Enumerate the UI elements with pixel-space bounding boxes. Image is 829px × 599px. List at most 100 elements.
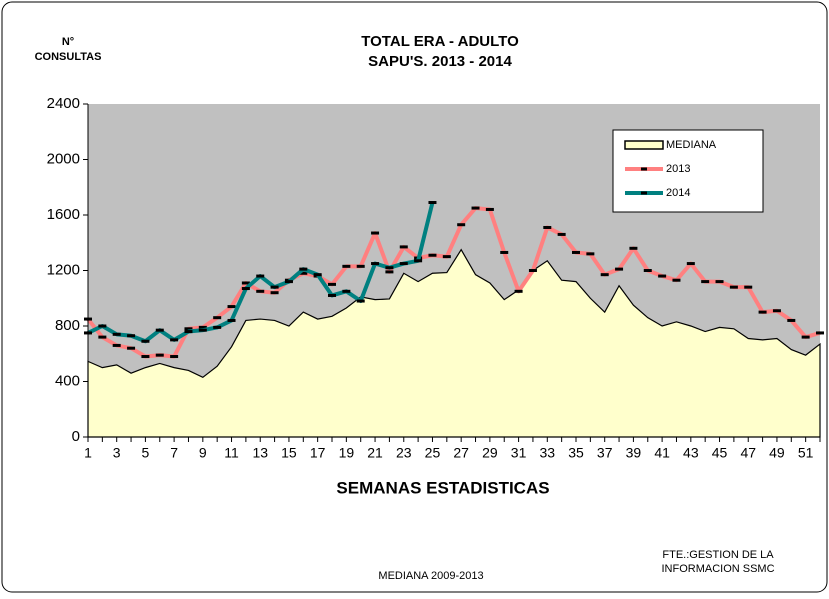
point: [414, 259, 423, 263]
point: [127, 334, 136, 338]
x-tick-label: 21: [367, 445, 383, 461]
y-tick-label: 2000: [47, 150, 80, 167]
point: [241, 281, 250, 285]
point: [198, 325, 207, 329]
point: [299, 267, 308, 271]
y-tick-label: 400: [55, 372, 80, 389]
y-tick-label: 800: [55, 317, 80, 334]
x-tick-label: 19: [339, 445, 355, 461]
x-tick-label: 25: [425, 445, 441, 461]
x-tick-label: 17: [310, 445, 326, 461]
point: [543, 225, 552, 229]
y-tick-label: 1200: [47, 261, 80, 278]
point: [371, 231, 380, 235]
x-tick-label: 33: [540, 445, 556, 461]
x-axis-label: SEMANAS ESTADISTICAS: [336, 478, 549, 497]
point: [284, 280, 293, 284]
point: [715, 280, 724, 284]
point: [241, 287, 250, 291]
x-tick-label: 41: [654, 445, 670, 461]
point: [342, 289, 351, 293]
point: [787, 318, 796, 322]
point: [629, 246, 638, 250]
point: [600, 273, 609, 277]
point: [672, 278, 681, 282]
x-tick-label: 39: [626, 445, 642, 461]
x-tick-label: 13: [252, 445, 268, 461]
y-tick-label: 2400: [47, 95, 80, 112]
point: [127, 346, 136, 350]
point: [170, 355, 179, 359]
point: [772, 309, 781, 313]
x-tick-label: 15: [281, 445, 297, 461]
point: [485, 207, 494, 211]
point: [572, 250, 580, 254]
point: [686, 262, 695, 266]
point: [112, 332, 121, 336]
x-tick-label: 47: [740, 445, 756, 461]
point: [701, 280, 710, 284]
point: [155, 353, 164, 357]
legend-label: MEDIANA: [666, 139, 717, 151]
point: [356, 299, 365, 303]
point: [643, 269, 652, 272]
legend-label: 2014: [666, 187, 690, 199]
point: [198, 328, 207, 332]
point: [170, 338, 179, 342]
x-tick-label: 5: [142, 445, 150, 461]
point: [227, 305, 236, 309]
point: [98, 335, 107, 339]
point: [270, 291, 279, 295]
line: [86, 206, 821, 359]
point: [586, 252, 595, 256]
point: [227, 318, 236, 322]
point: [500, 250, 509, 254]
point: [356, 264, 365, 268]
legend-swatch: [624, 140, 664, 150]
x-tick-label: 45: [712, 445, 728, 461]
point: [342, 264, 351, 268]
point: [184, 327, 193, 331]
x-tick-label: 23: [396, 445, 412, 461]
point: [213, 325, 222, 329]
y-axis-label: CONSULTAS: [35, 51, 102, 63]
point: [371, 262, 380, 266]
x-tick-label: 49: [769, 445, 785, 461]
point: [557, 232, 566, 236]
point: [385, 270, 394, 274]
x-tick-label: 43: [683, 445, 699, 461]
x-tick-label: 9: [199, 445, 207, 461]
chart-title: TOTAL ERA - ADULTO: [361, 33, 519, 50]
legend-label: 2013: [666, 163, 690, 175]
point: [184, 330, 193, 334]
x-tick-label: 1: [84, 445, 92, 461]
point: [399, 262, 408, 266]
point: [658, 274, 667, 278]
point: [213, 316, 222, 320]
point: [141, 339, 150, 343]
point: [328, 293, 336, 297]
point: [155, 328, 164, 332]
point: [256, 289, 265, 293]
x-tick-label: 31: [511, 445, 527, 461]
point: [457, 223, 466, 227]
point: [801, 335, 810, 339]
annotation: FTE.:GESTION DE LA: [662, 549, 774, 561]
point: [270, 285, 279, 289]
annotation: MEDIANA 2009-2013: [378, 570, 483, 582]
x-tick-label: 7: [170, 445, 178, 461]
point: [299, 271, 308, 275]
x-tick-label: 51: [798, 445, 814, 461]
point: [141, 355, 150, 359]
x-tick-label: 29: [482, 445, 498, 461]
legend-swatch: [641, 191, 647, 195]
point: [328, 282, 336, 286]
point: [615, 267, 624, 271]
x-tick-label: 3: [113, 445, 121, 461]
annotation: INFORMACION SSMC: [661, 563, 774, 575]
x-tick-label: 11: [224, 445, 239, 461]
y-tick-label: 1600: [47, 206, 80, 223]
point: [442, 255, 451, 259]
x-tick-label: 35: [568, 445, 584, 461]
